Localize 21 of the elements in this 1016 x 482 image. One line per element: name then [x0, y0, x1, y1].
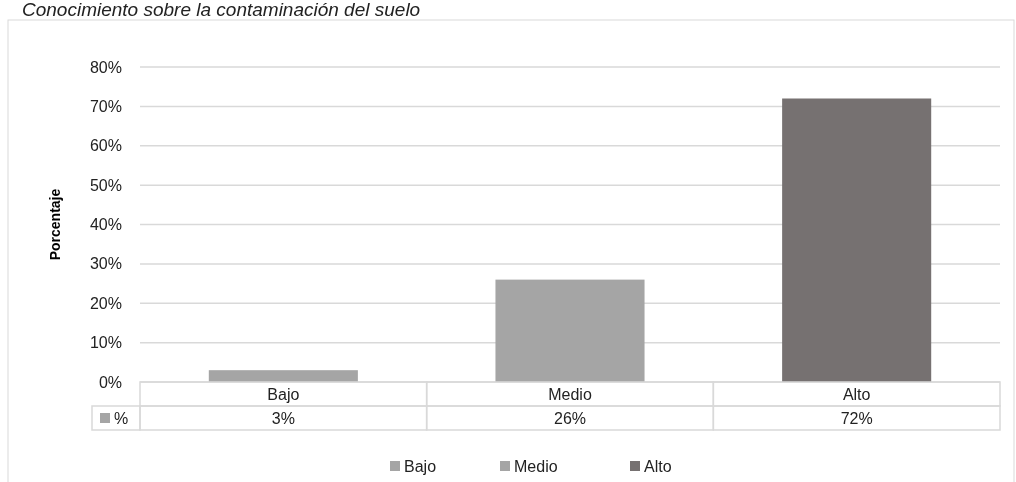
- data-label: 3%: [271, 409, 295, 427]
- legend-label: %: [114, 409, 129, 427]
- x-tick-label: Medio: [548, 385, 592, 403]
- category-label: Medio: [514, 457, 558, 475]
- data-label: 72%: [840, 409, 873, 427]
- y-tick-label: 80%: [89, 58, 122, 76]
- y-tick-label: 70%: [89, 97, 122, 115]
- chart-title: Conocimiento sobre la contaminación del suelo: [22, 0, 421, 20]
- y-tick-label: 10%: [89, 334, 122, 352]
- y-tick-label: 50%: [89, 176, 122, 194]
- y-axis-title: Porcentaje: [47, 188, 63, 261]
- y-tick-label: 0%: [98, 373, 122, 391]
- x-tick-label: Alto: [842, 385, 871, 403]
- x-tick-label: Bajo: [267, 385, 300, 403]
- y-tick-label: 30%: [89, 255, 122, 273]
- data-label: 26%: [553, 409, 587, 427]
- y-tick-label: 20%: [89, 294, 122, 312]
- y-tick-label: 60%: [89, 137, 122, 155]
- y-tick-label: 40%: [89, 216, 122, 234]
- category-label: Alto: [644, 457, 672, 475]
- category-label: Bajo: [404, 457, 437, 475]
